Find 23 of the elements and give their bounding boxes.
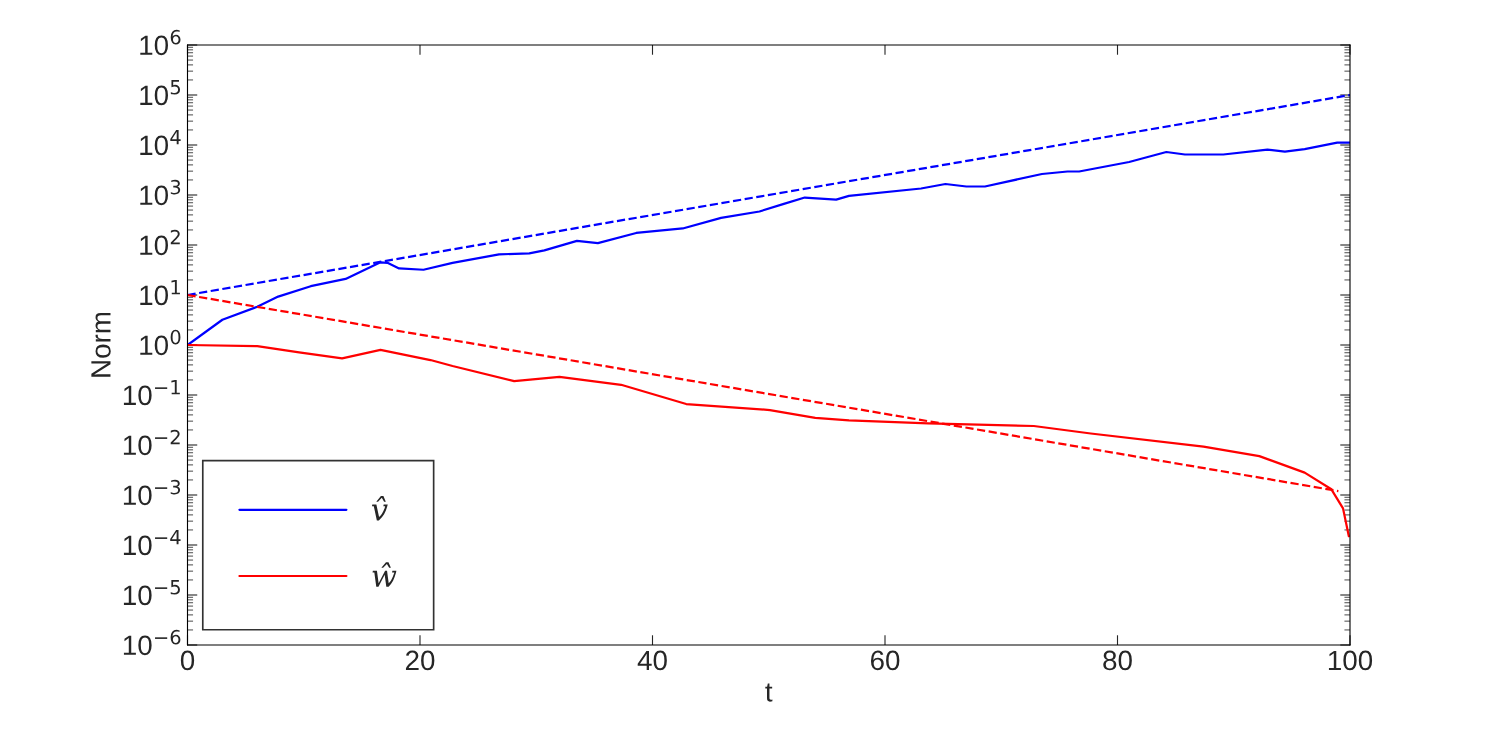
y-tick-label: 10$^{2}$ <box>140 229 180 256</box>
x-tick-label: 100 <box>1328 650 1373 671</box>
y-tick-label: 10$^{−4}$ <box>123 530 181 556</box>
y-tick-label: 10$^{5}$ <box>140 80 181 106</box>
x-axis-title: t <box>765 683 773 702</box>
x-tick-label: 20 <box>405 650 435 671</box>
y-tick-label: 10$^{1}$ <box>140 280 180 306</box>
y-tick-label: 10$^{−1}$ <box>123 380 180 406</box>
y-tick-label: 10$^{−2}$ <box>123 429 180 456</box>
x-tick-label: 80 <box>1103 650 1132 671</box>
legend-label: v̂ <box>371 496 388 521</box>
y-tick-label: 10$^{0}$ <box>140 329 181 356</box>
x-tick-label: 0 <box>180 650 195 671</box>
x-tick-label: 60 <box>870 650 900 671</box>
y-axis-title: Norm <box>91 312 111 377</box>
y-tick-label: 10$^{3}$ <box>140 179 181 206</box>
legend-label: ŵ <box>372 562 397 587</box>
y-tick-label: 10$^{−6}$ <box>123 629 181 656</box>
y-tick-label: 10$^{4}$ <box>140 130 181 156</box>
x-tick-label: 40 <box>637 650 667 671</box>
y-tick-label: 10$^{−3}$ <box>123 479 181 506</box>
y-tick-label: 10$^{6}$ <box>140 29 181 56</box>
y-tick-label: 10$^{−5}$ <box>123 580 180 606</box>
